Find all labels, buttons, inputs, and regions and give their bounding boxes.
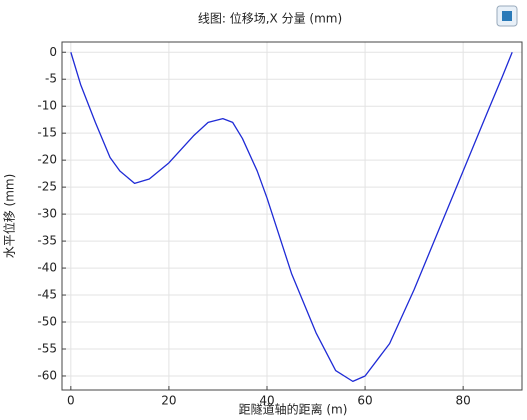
y-tick-label: -50 xyxy=(37,315,57,329)
y-tick-label: -60 xyxy=(37,368,57,382)
y-axis-label: 水平位移 (mm) xyxy=(2,174,17,259)
logo xyxy=(496,5,518,27)
x-tick-label: 20 xyxy=(161,394,176,408)
y-tick-label: -15 xyxy=(37,126,57,140)
x-tick-label: 80 xyxy=(456,394,471,408)
y-tick-label: -25 xyxy=(37,180,57,194)
x-tick-label: 60 xyxy=(357,394,372,408)
x-axis-label: 距隧道轴的距离 (m) xyxy=(239,402,348,417)
y-tick-label: -10 xyxy=(37,99,57,113)
x-tick-label: 0 xyxy=(67,394,75,408)
chart-title: 线图: 位移场,X 分量 (mm) xyxy=(198,11,342,26)
y-tick-label: 0 xyxy=(49,45,57,59)
y-tick-label: -45 xyxy=(37,288,57,302)
y-tick-label: -5 xyxy=(45,72,57,86)
x-tick-label: 40 xyxy=(259,394,274,408)
y-tick-label: -30 xyxy=(37,207,57,221)
y-tick-label: -40 xyxy=(37,261,57,275)
plot-frame xyxy=(61,41,523,391)
y-tick-label: -35 xyxy=(37,234,57,248)
y-tick-label: -55 xyxy=(37,341,57,355)
data-line xyxy=(70,52,513,383)
y-tick-label: -20 xyxy=(37,153,57,167)
